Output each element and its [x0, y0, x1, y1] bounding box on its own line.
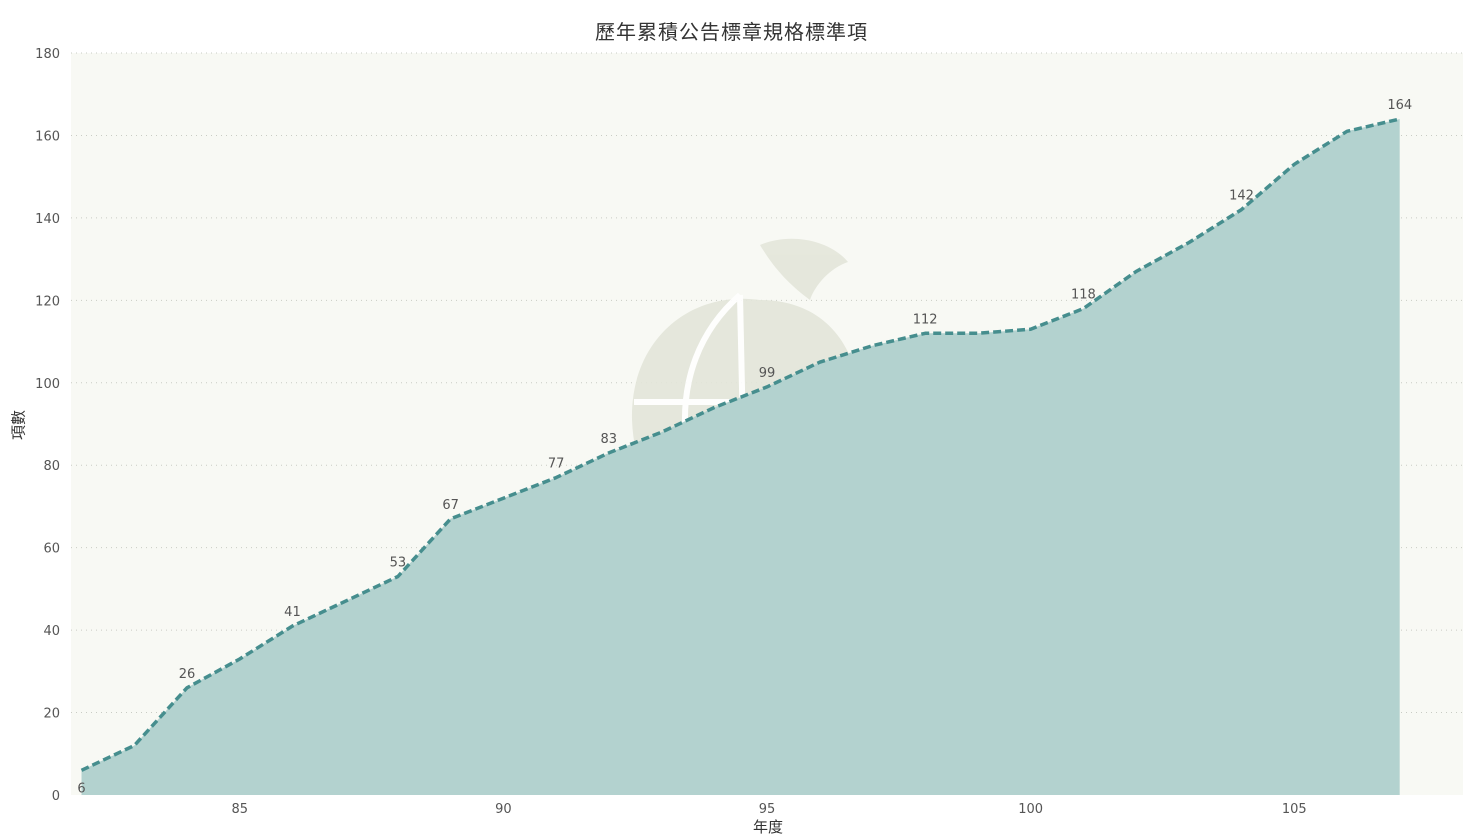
x-axis-title: 年度 [752, 818, 784, 836]
y-tick-label: 80 [43, 459, 60, 474]
data-label: 142 [1229, 189, 1254, 204]
data-label: 83 [601, 432, 618, 447]
y-axis-ticks: 0 20 40 60 80 100 120 140 160 180 [35, 47, 60, 804]
series-line [80, 117, 1401, 772]
chart-title: 歷年累積公告標章規格標準項 [595, 20, 868, 44]
data-label: 53 [390, 556, 407, 571]
y-tick-label: 120 [35, 294, 60, 309]
y-tick-label: 40 [43, 624, 60, 639]
y-tick-label: 0 [52, 789, 60, 804]
y-tick-label: 140 [35, 212, 60, 227]
data-label: 77 [548, 457, 565, 472]
x-tick-label: 100 [1018, 802, 1043, 817]
y-tick-label: 160 [35, 129, 60, 144]
data-label: 118 [1071, 288, 1096, 303]
data-label: 164 [1387, 98, 1412, 113]
data-label: 26 [179, 667, 196, 682]
data-label: 112 [913, 312, 938, 327]
data-labels: 6 26 41 53 67 77 83 99 112 118 142 164 [77, 98, 1412, 796]
x-tick-label: 105 [1282, 802, 1307, 817]
y-tick-label: 20 [43, 707, 60, 722]
data-label: 41 [284, 605, 301, 620]
x-tick-label: 85 [231, 802, 248, 817]
x-tick-label: 95 [759, 802, 776, 817]
area-fill [81, 119, 1400, 795]
y-tick-label: 60 [43, 542, 60, 557]
data-label: 99 [759, 366, 776, 381]
x-axis-ticks: 85 90 95 100 105 [231, 802, 1306, 817]
data-label: 6 [77, 781, 85, 796]
y-tick-label: 180 [35, 47, 60, 62]
y-tick-label: 100 [35, 377, 60, 392]
x-tick-label: 90 [495, 802, 512, 817]
data-label: 67 [442, 498, 459, 513]
